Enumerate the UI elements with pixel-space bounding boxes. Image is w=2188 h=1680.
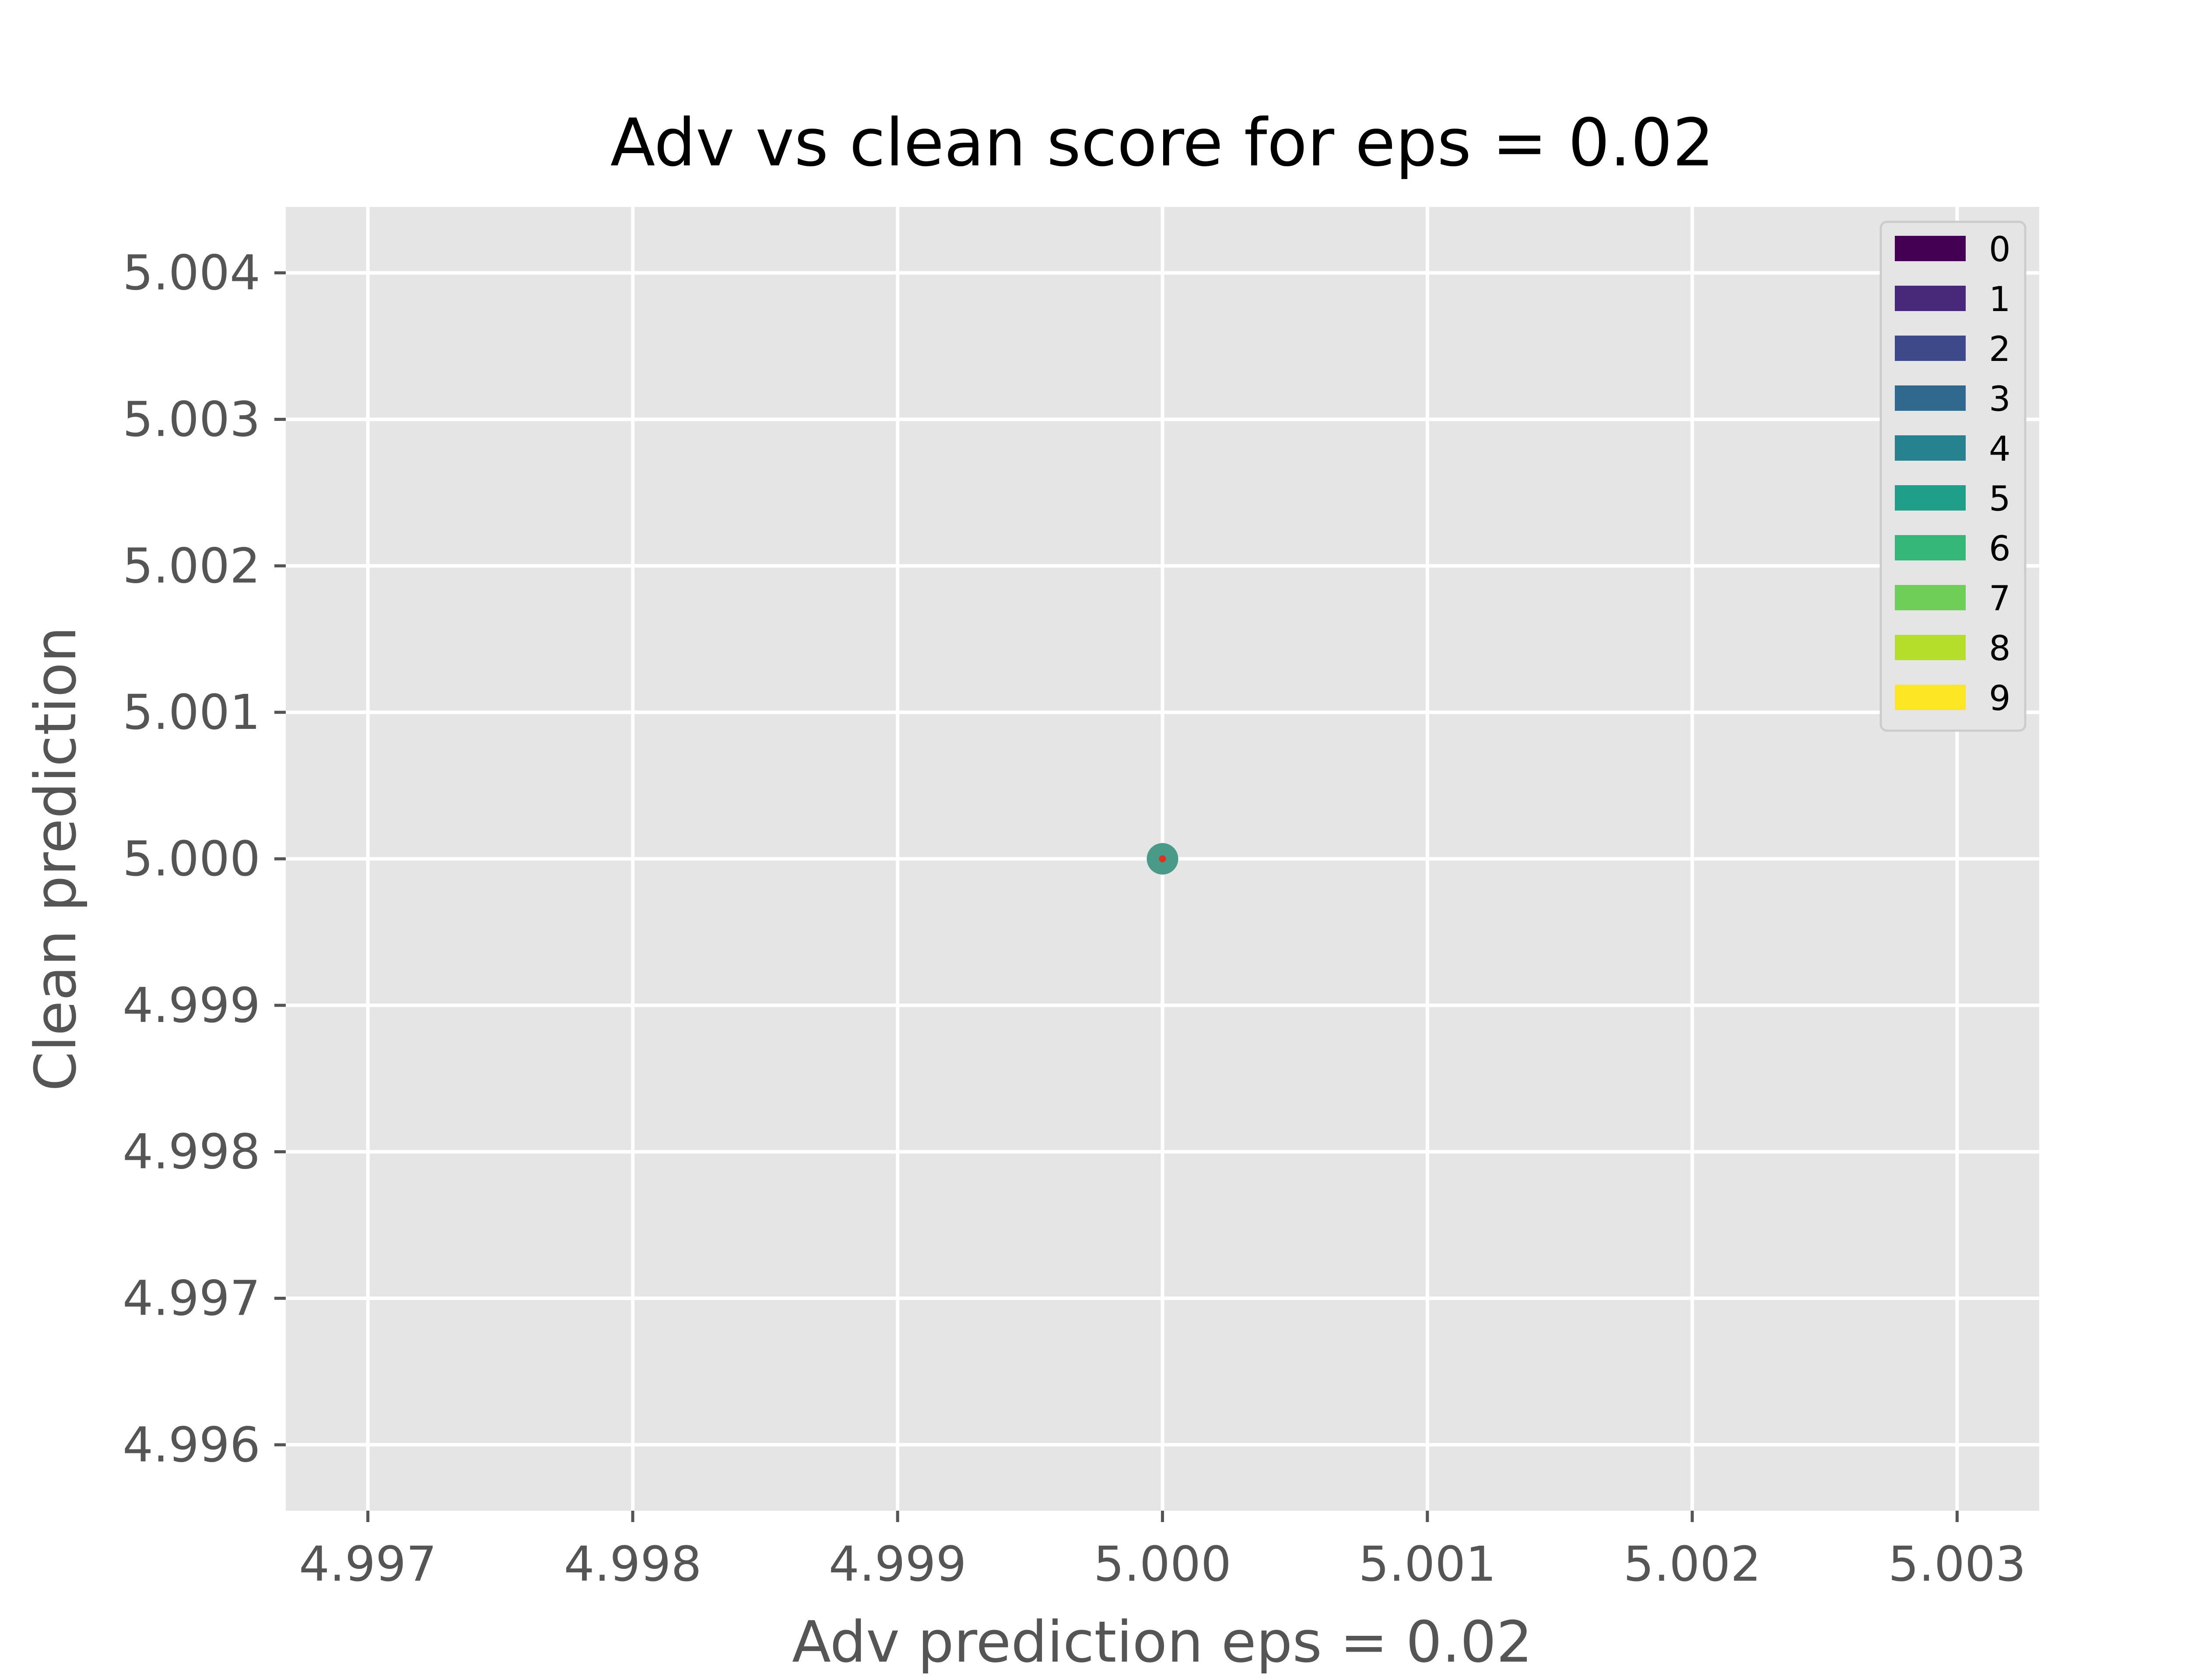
legend-label: 1 [1989, 280, 2011, 319]
legend-swatch [1895, 685, 1966, 710]
x-tick-label: 4.999 [829, 1536, 967, 1592]
x-tick-label: 5.003 [1888, 1536, 2026, 1592]
legend-swatch [1895, 435, 1966, 461]
legend-swatch [1895, 585, 1966, 610]
y-tick-label: 5.002 [123, 538, 260, 594]
y-tick-label: 4.997 [123, 1270, 260, 1326]
y-tick-label: 4.998 [123, 1124, 260, 1180]
axis-ticks: 4.997 4.998 4.999 5.000 5.001 5.002 5.003 4.996… [123, 245, 2026, 1592]
x-tick-label: 5.002 [1623, 1536, 1761, 1592]
y-tick-label: 4.996 [123, 1417, 260, 1473]
legend-swatch [1895, 336, 1966, 361]
legend-swatch [1895, 236, 1966, 261]
legend-label: 6 [1989, 529, 2011, 569]
legend-swatch [1895, 485, 1966, 511]
y-axis-label: Clean prediction [22, 626, 89, 1091]
legend-label: 3 [1989, 380, 2011, 419]
legend-swatch [1895, 635, 1966, 660]
x-tick-label: 4.997 [299, 1536, 437, 1592]
legend-label: 5 [1989, 480, 2011, 519]
legend-label: 0 [1989, 230, 2011, 270]
legend-label: 7 [1989, 579, 2011, 619]
x-tick-label: 5.001 [1358, 1536, 1496, 1592]
data-points [1147, 843, 1178, 875]
x-tick-label: 5.000 [1094, 1536, 1231, 1592]
y-tick-label: 4.999 [123, 977, 260, 1033]
legend-label: 8 [1989, 629, 2011, 668]
x-tick-label: 4.998 [564, 1536, 701, 1592]
y-tick-label: 5.004 [123, 245, 260, 301]
y-tick-label: 5.001 [123, 684, 260, 740]
data-point-center [1159, 855, 1166, 862]
legend-label: 4 [1989, 430, 2011, 469]
legend-swatch [1895, 385, 1966, 411]
legend-swatch [1895, 535, 1966, 560]
x-axis-label: Adv prediction eps = 0.02 [792, 1609, 1532, 1675]
y-tick-label: 5.003 [123, 392, 260, 448]
chart-title: Adv vs clean score for eps = 0.02 [610, 105, 1715, 181]
legend-label: 2 [1989, 330, 2011, 369]
legend: 0 1 2 3 4 5 6 7 8 9 [1879, 220, 2027, 732]
legend-swatch [1895, 286, 1966, 311]
legend-label: 9 [1989, 679, 2011, 718]
y-tick-label: 5.000 [123, 831, 260, 887]
